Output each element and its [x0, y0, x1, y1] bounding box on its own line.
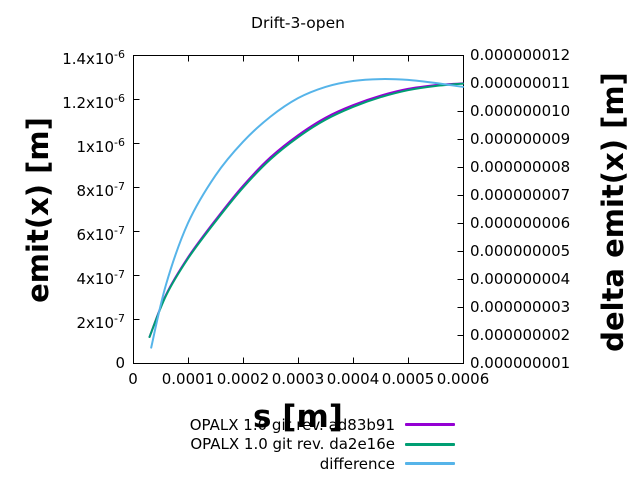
- series-line-1: [148, 82, 464, 338]
- right-axis-tick-label: 0.000000005: [470, 242, 571, 260]
- legend-row: difference: [190, 454, 455, 474]
- left-axis-tick-label: 0: [115, 354, 125, 372]
- legend-row: OPALX 1.0 git rev. da2e16e: [190, 435, 455, 455]
- exponent: -7: [114, 312, 125, 325]
- legend-label: OPALX 1.0 git rev. ad83b91: [189, 415, 395, 434]
- x-axis-tick-label: 0.0002: [216, 370, 270, 388]
- chart-title: Drift-3-open: [251, 14, 345, 32]
- x-axis-tick-label: 0.0005: [381, 370, 435, 388]
- left-axis-tick-label: 8x10-7: [76, 180, 125, 200]
- x-axis-tick-label: 0.0001: [161, 370, 215, 388]
- legend-line-swatch: [405, 462, 455, 466]
- x-axis-tick-label: 0.0004: [326, 370, 380, 388]
- left-axis-tick-label: 6x10-7: [76, 224, 125, 244]
- series-line-2: [150, 78, 464, 349]
- legend-line-swatch: [405, 442, 455, 446]
- exponent: -7: [114, 224, 125, 237]
- plot-border: [133, 55, 464, 364]
- left-axis-tick-label: 2x10-7: [76, 312, 125, 332]
- right-axis-tick-label: 0.000000003: [470, 298, 571, 316]
- left-axis-tick-label: 1x10-6: [76, 136, 125, 156]
- right-axis-tick-label: 0.000000008: [470, 158, 571, 176]
- right-axis-tick-label: 0.000000011: [470, 74, 571, 92]
- exponent: -7: [114, 180, 125, 193]
- legend-label: difference: [319, 454, 395, 473]
- legend: OPALX 1.0 git rev. ad83b91 OPALX 1.0 git …: [190, 415, 455, 474]
- right-axis-label: delta emit(x) [m]: [596, 72, 630, 352]
- series-line-0: [148, 82, 464, 338]
- legend-label: OPALX 1.0 git rev. da2e16e: [190, 435, 395, 454]
- exponent: -6: [114, 48, 125, 61]
- right-axis-tick-label: 0.000000009: [470, 130, 571, 148]
- legend-line-swatch: [405, 423, 455, 427]
- right-axis-tick-label: 0.000000012: [470, 46, 571, 64]
- exponent: -6: [114, 92, 125, 105]
- x-axis-label: s [m]: [253, 399, 343, 435]
- right-axis-tick-label: 0.000000010: [470, 102, 571, 120]
- x-axis-tick-label: 0: [128, 370, 138, 388]
- exponent: -7: [114, 268, 125, 281]
- right-axis-tick-label: 0.000000007: [470, 186, 571, 204]
- left-axis-tick-label: 4x10-7: [76, 268, 125, 288]
- right-axis-tick-label: 0.000000004: [470, 270, 571, 288]
- legend-row: OPALX 1.0 git rev. ad83b91: [190, 415, 455, 435]
- right-axis-tick-label: 0.000000006: [470, 214, 571, 232]
- left-axis-tick-label: 1.4x10-6: [62, 48, 125, 68]
- exponent: -6: [114, 136, 125, 149]
- right-axis-tick-label: 0.000000002: [470, 326, 571, 344]
- left-axis-tick-label: 1.2x10-6: [62, 92, 125, 112]
- right-axis-tick-label: 0.000000001: [470, 354, 571, 372]
- x-axis-tick-label: 0.0003: [271, 370, 325, 388]
- x-axis-tick-label: 0.0006: [436, 370, 490, 388]
- left-axis-label: emit(x) [m]: [21, 117, 55, 303]
